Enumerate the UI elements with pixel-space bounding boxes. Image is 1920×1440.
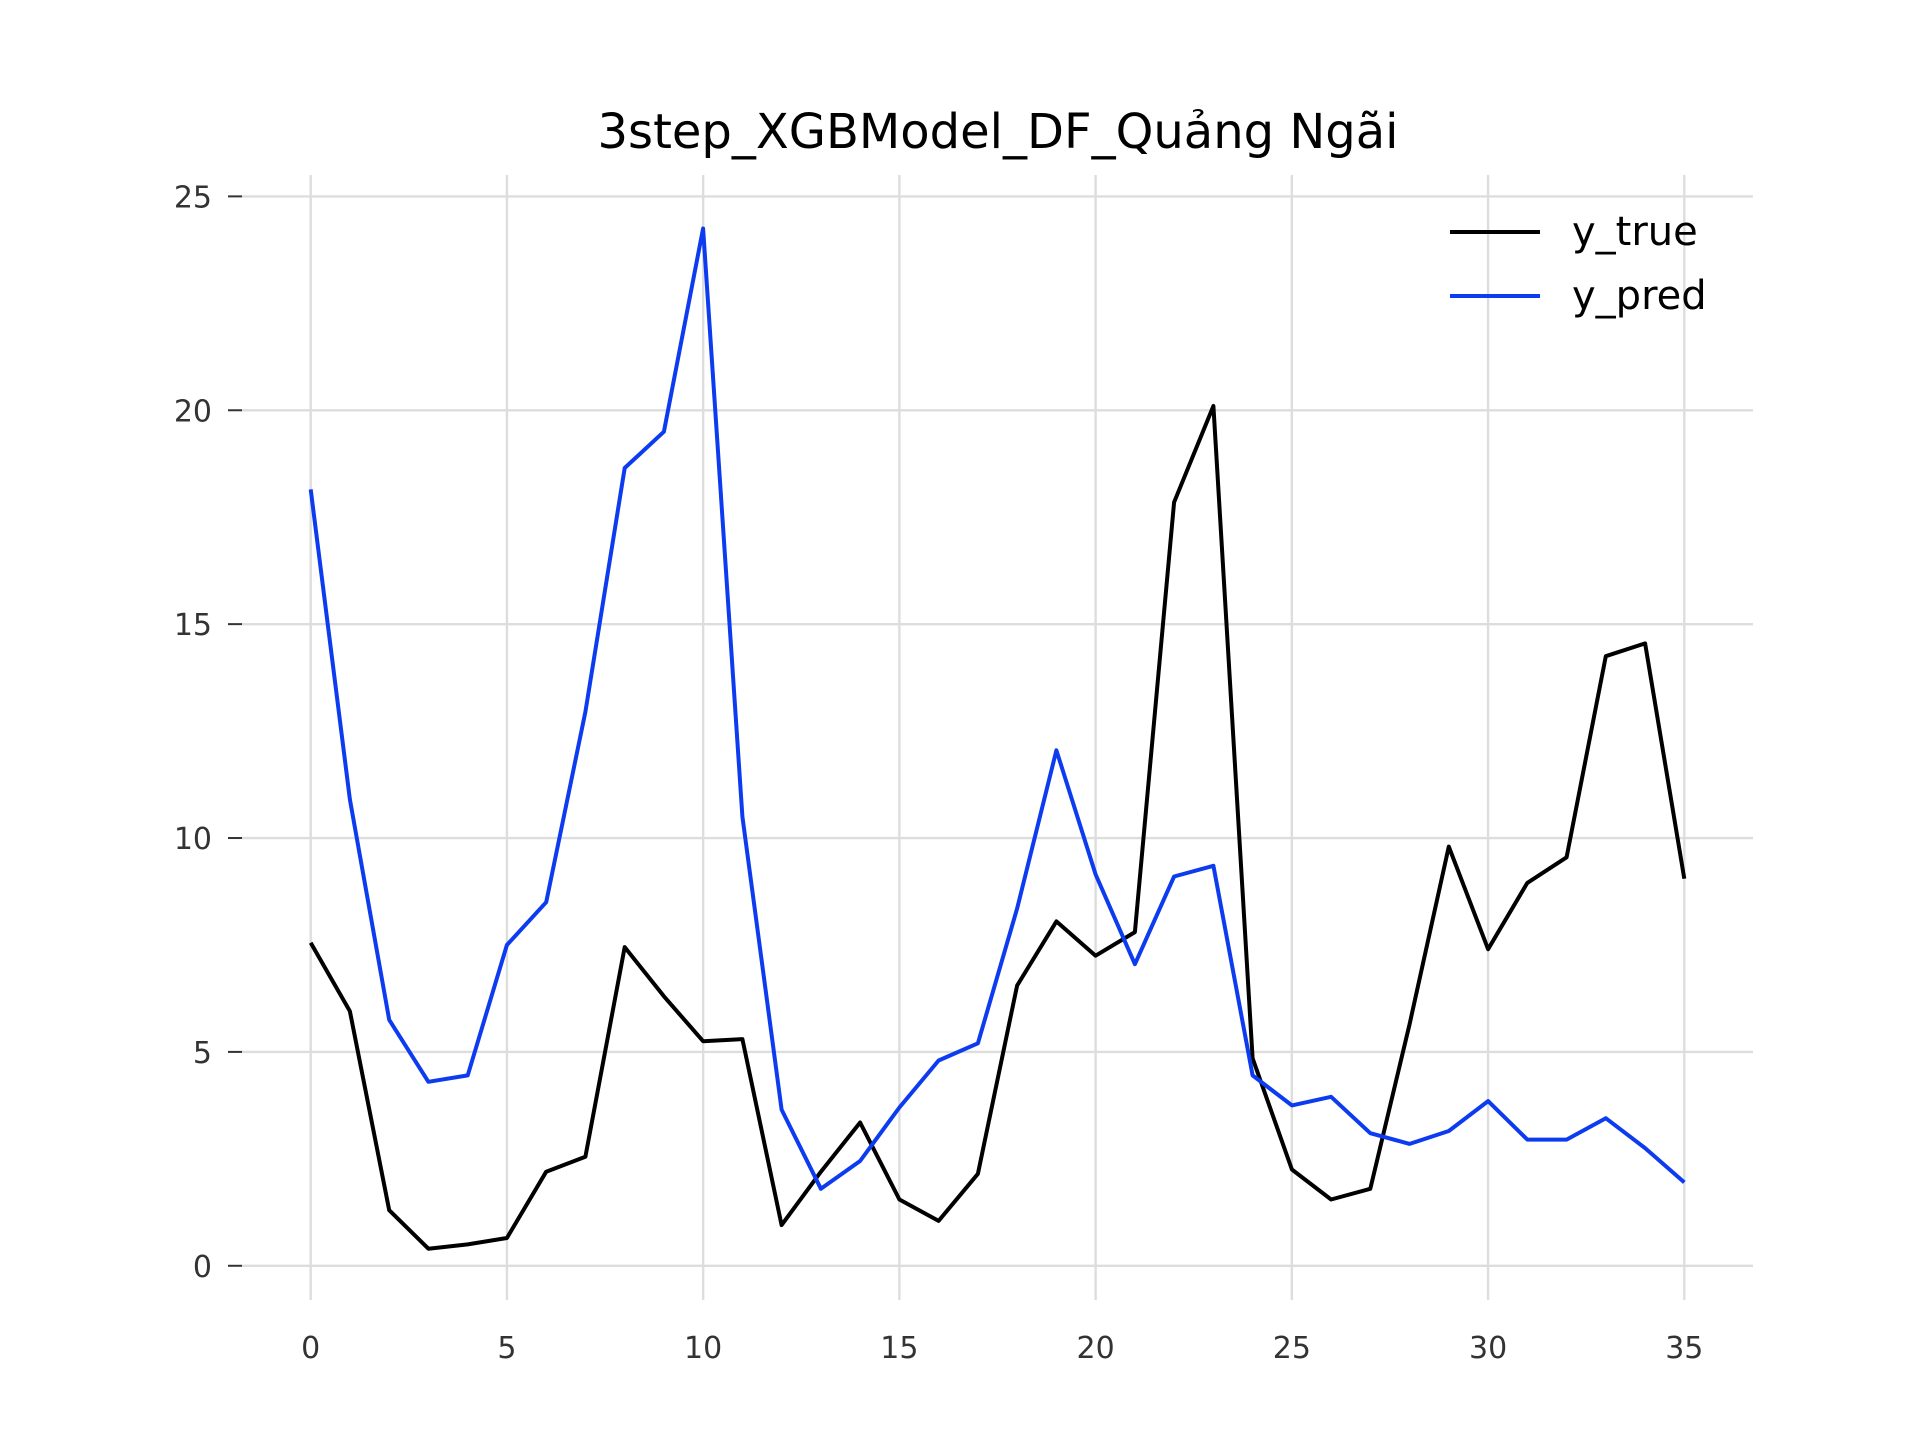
x-tick-label: 30 [1469,1331,1507,1366]
y-tick-label: 15 [174,608,212,643]
series-line-y-true [308,404,1687,1251]
axis-ticks: 0 5 10 15 20 25 30 35 0 5 10 15 20 25 [174,180,1704,1366]
y-tick-label: 10 [174,822,212,857]
chart-title: 3step_XGBModel_DF_Quảng Ngãi [598,104,1399,160]
x-tick-label: 20 [1077,1331,1115,1366]
x-tick-label: 5 [497,1331,516,1366]
x-tick-label: 0 [301,1331,320,1366]
legend-label-y-pred: y_pred [1572,273,1707,319]
legend: y_true y_pred [1450,209,1707,319]
grid [242,175,1753,1300]
x-tick-label: 35 [1665,1331,1703,1366]
y-tick-label: 20 [174,394,212,429]
x-tick-label: 15 [880,1331,918,1366]
y-tick-label: 25 [174,180,212,215]
series-line-y-pred [308,226,1686,1191]
series-lines [308,226,1687,1251]
x-tick-label: 25 [1273,1331,1311,1366]
x-tick-label: 10 [684,1331,722,1366]
legend-label-y-true: y_true [1572,209,1698,255]
y-tick-label: 5 [193,1036,212,1071]
y-tick-label: 0 [193,1250,212,1285]
